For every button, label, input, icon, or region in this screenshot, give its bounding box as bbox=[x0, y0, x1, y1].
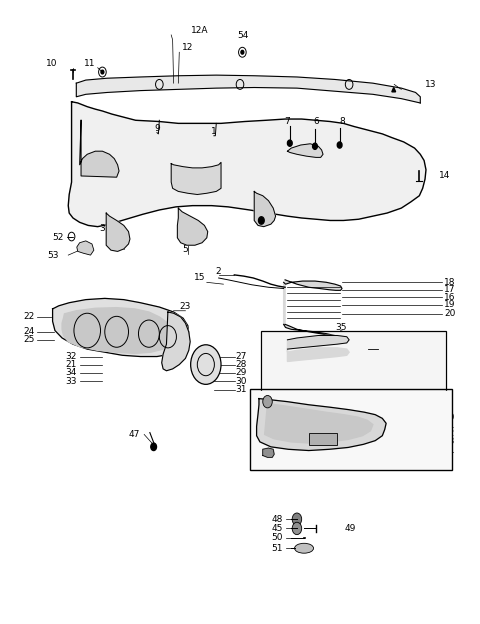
Polygon shape bbox=[254, 192, 276, 227]
Polygon shape bbox=[77, 241, 94, 255]
Text: 36: 36 bbox=[303, 341, 314, 350]
Text: 6: 6 bbox=[313, 117, 319, 127]
Text: 28: 28 bbox=[235, 360, 247, 369]
Bar bbox=[309, 432, 337, 445]
Text: 50: 50 bbox=[271, 534, 283, 542]
Polygon shape bbox=[106, 213, 130, 251]
Bar bbox=[251, 389, 452, 470]
Circle shape bbox=[312, 143, 317, 149]
Circle shape bbox=[151, 443, 156, 451]
Circle shape bbox=[292, 522, 301, 535]
Polygon shape bbox=[68, 102, 426, 227]
Polygon shape bbox=[80, 120, 119, 177]
Text: 26: 26 bbox=[371, 346, 382, 355]
Polygon shape bbox=[171, 162, 221, 195]
Polygon shape bbox=[252, 391, 451, 468]
Text: 16: 16 bbox=[444, 293, 456, 301]
Polygon shape bbox=[263, 332, 444, 400]
Polygon shape bbox=[264, 404, 373, 443]
Text: 8: 8 bbox=[261, 215, 267, 224]
Bar bbox=[261, 331, 446, 402]
Text: 43: 43 bbox=[444, 437, 456, 446]
Text: 17: 17 bbox=[444, 285, 456, 295]
Text: 12: 12 bbox=[182, 43, 193, 52]
Text: 12A: 12A bbox=[191, 26, 208, 35]
Circle shape bbox=[292, 513, 301, 525]
Text: 11: 11 bbox=[84, 59, 96, 68]
Text: 5: 5 bbox=[182, 245, 188, 254]
Text: 21: 21 bbox=[65, 360, 76, 369]
Text: 1: 1 bbox=[211, 127, 217, 136]
Text: 29: 29 bbox=[235, 368, 247, 377]
Text: 38: 38 bbox=[259, 407, 270, 417]
Polygon shape bbox=[392, 87, 396, 92]
Text: 30: 30 bbox=[235, 377, 247, 386]
Text: 40: 40 bbox=[444, 412, 456, 422]
Text: 32: 32 bbox=[65, 352, 76, 361]
Text: 31: 31 bbox=[235, 386, 247, 394]
Polygon shape bbox=[263, 448, 274, 457]
Text: 45: 45 bbox=[271, 524, 283, 533]
Ellipse shape bbox=[295, 544, 313, 553]
Text: 25: 25 bbox=[24, 335, 35, 344]
Polygon shape bbox=[162, 312, 190, 371]
Polygon shape bbox=[62, 308, 175, 353]
Text: 42: 42 bbox=[444, 429, 455, 438]
Text: 53: 53 bbox=[47, 251, 59, 260]
Text: 13: 13 bbox=[425, 80, 436, 89]
Text: 7: 7 bbox=[285, 117, 290, 127]
Polygon shape bbox=[288, 144, 323, 157]
Text: 24: 24 bbox=[24, 328, 35, 336]
Text: 23: 23 bbox=[180, 302, 191, 311]
Text: 20: 20 bbox=[444, 310, 456, 318]
Text: 8: 8 bbox=[339, 117, 345, 127]
Text: 2: 2 bbox=[216, 267, 221, 276]
Text: 34: 34 bbox=[65, 368, 76, 377]
Text: 52: 52 bbox=[52, 233, 63, 242]
Text: 46: 46 bbox=[309, 438, 321, 447]
Text: 37: 37 bbox=[287, 386, 298, 396]
Text: 49: 49 bbox=[344, 524, 356, 533]
Text: 39: 39 bbox=[252, 452, 264, 462]
Text: 41: 41 bbox=[444, 421, 456, 431]
Polygon shape bbox=[53, 298, 189, 356]
Text: 44: 44 bbox=[444, 447, 455, 456]
Text: 15: 15 bbox=[194, 273, 205, 282]
Circle shape bbox=[241, 51, 244, 54]
Text: 14: 14 bbox=[439, 172, 451, 180]
Text: 47: 47 bbox=[129, 430, 140, 439]
Text: 3: 3 bbox=[99, 224, 105, 233]
Text: 10: 10 bbox=[46, 59, 57, 68]
Circle shape bbox=[101, 70, 104, 74]
Text: 33: 33 bbox=[65, 377, 76, 386]
Text: 35: 35 bbox=[335, 323, 347, 332]
Polygon shape bbox=[288, 336, 349, 361]
Text: 19: 19 bbox=[444, 300, 456, 309]
Text: 4: 4 bbox=[113, 245, 119, 253]
Text: 22: 22 bbox=[24, 313, 35, 321]
Circle shape bbox=[288, 140, 292, 146]
Text: 48: 48 bbox=[271, 515, 283, 524]
Text: 54: 54 bbox=[238, 31, 249, 40]
Polygon shape bbox=[178, 208, 208, 245]
Circle shape bbox=[337, 142, 342, 148]
Polygon shape bbox=[257, 399, 386, 451]
Polygon shape bbox=[284, 280, 342, 338]
Text: 27: 27 bbox=[235, 352, 247, 361]
Text: 9: 9 bbox=[154, 124, 160, 133]
Circle shape bbox=[259, 217, 264, 224]
Circle shape bbox=[191, 345, 221, 384]
Polygon shape bbox=[76, 75, 420, 103]
Circle shape bbox=[263, 396, 272, 408]
Text: 51: 51 bbox=[271, 544, 283, 553]
Text: 18: 18 bbox=[444, 278, 456, 287]
